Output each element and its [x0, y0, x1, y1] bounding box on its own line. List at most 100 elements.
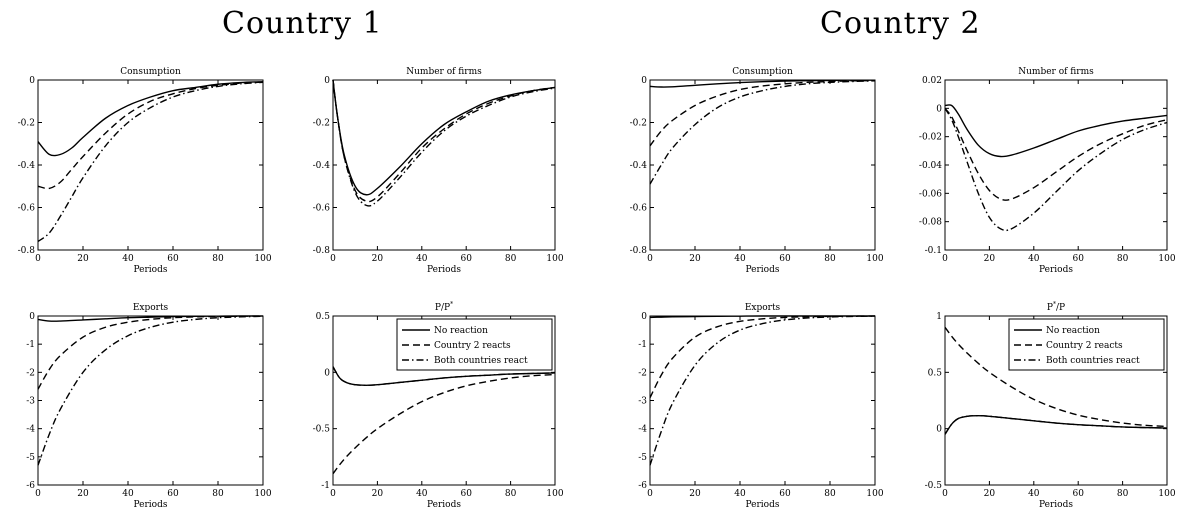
c1-exports-frame — [37, 315, 264, 486]
c1-relprice-ytick-label: -0.5 — [313, 425, 331, 435]
c1-relprice-xtick-label: 0 — [330, 489, 336, 499]
c2-firms-frame — [944, 79, 1168, 251]
c1-relprice-frame — [332, 315, 556, 486]
c1-relprice-series-dashed — [332, 373, 556, 475]
c1-exports-ytick-label: -4 — [26, 425, 35, 435]
c2-firms-ytick-label: -0.1 — [925, 246, 942, 256]
c2-firms-panel: Number of firms Periods 0 20 40 60 80 100 -0.1 -0… — [919, 67, 1176, 275]
c2-relprice-ytick-label: 0 — [936, 425, 942, 435]
c2-relprice-title-superscript: * — [1053, 301, 1056, 308]
c1-consumption-ytick-label: -0.6 — [18, 204, 36, 214]
legend-label-dashed: Country 2 reacts — [434, 341, 511, 351]
c1-consumption-xtick-label: 0 — [35, 254, 41, 264]
c2-consumption-xtick-label: 0 — [647, 254, 653, 264]
c2-firms-ytick-label: -0.08 — [919, 218, 942, 228]
c2-relprice-series-solid — [944, 415, 1168, 435]
c2-firms-xtick-label: 40 — [1028, 254, 1040, 264]
c2-consumption-xtick-label: 100 — [866, 254, 883, 264]
c2-firms-ytick-label: 0 — [936, 104, 942, 114]
c1-consumption-xtick-label: 20 — [77, 254, 89, 264]
c1-exports-xtick-label: 60 — [167, 489, 179, 499]
c2-firms-xtick-label: 60 — [1072, 254, 1084, 264]
c1-consumption-panel: Consumption Periods 0 20 40 60 80 100 -0.8 -0.6 -0… — [18, 67, 272, 275]
c2-relprice-xlabel: Periods — [1039, 500, 1073, 510]
c1-consumption-ytick-label: 0 — [29, 76, 35, 86]
c1-firms-series-solid — [332, 79, 556, 196]
country-1-title: Country 1 — [222, 6, 383, 41]
country-2-title: Country 2 — [820, 6, 981, 41]
c2-exports-ytick-label: -4 — [638, 425, 647, 435]
c2-exports-series-dashed — [649, 315, 876, 398]
c2-relprice-ytick-label: 1 — [936, 312, 942, 322]
c2-exports-ytick-label: -6 — [638, 481, 647, 491]
c2-firms-xtick-label: 20 — [984, 254, 996, 264]
c2-firms-xtick-label: 100 — [1158, 254, 1175, 264]
c2-exports-xlabel: Periods — [746, 500, 780, 510]
c1-relprice-xlabel: Periods — [427, 500, 461, 510]
c1-exports-ytick-label: -2 — [26, 368, 35, 378]
c2-exports-xtick-label: 20 — [689, 489, 701, 499]
c1-firms-panel: Number of firms Periods 0 20 40 60 80 100 -0.8 -0… — [313, 67, 564, 275]
c1-consumption-series-dashed — [37, 81, 264, 190]
c1-exports-title: Exports — [133, 303, 169, 313]
c1-relprice-series-dashdot — [332, 366, 556, 386]
c1-exports-panel: Exports Periods 0 20 40 60 80 100 -6 -5 -4 -3 -2 -1 0 — [26, 303, 272, 510]
c1-firms-series-dashed — [332, 79, 556, 203]
c1-exports-xtick-label: 100 — [254, 489, 271, 499]
c2-consumption-xtick-label: 20 — [689, 254, 701, 264]
c1-firms-ytick-label: 0 — [324, 76, 330, 86]
c1-exports-xtick-label: 80 — [212, 489, 224, 499]
c2-exports-panel: Exports Periods 0 20 40 60 80 100 -6 -5 -4 -3 -2 -1 0 — [638, 303, 884, 510]
c1-consumption-title: Consumption — [120, 67, 181, 77]
c1-firms-xtick-label: 100 — [546, 254, 563, 264]
c1-firms-ytick-label: -0.4 — [313, 161, 331, 171]
c1-relprice-ytick-label: 0 — [324, 368, 330, 378]
c1-relprice-xtick-label: 80 — [505, 489, 517, 499]
c1-consumption-series-dashdot — [37, 81, 264, 243]
c1-firms-ytick-label: -0.2 — [313, 119, 330, 129]
c2-consumption-ytick-label: -0.8 — [630, 246, 648, 256]
c1-relprice-title-superscript: * — [450, 301, 453, 308]
c2-consumption-series-solid — [649, 79, 876, 88]
c1-consumption-xtick-label: 40 — [122, 254, 134, 264]
c2-exports-xtick-label: 40 — [734, 489, 746, 499]
c2-exports-ytick-label: -1 — [638, 340, 647, 350]
c2-exports-ytick-label: -3 — [638, 397, 647, 407]
c1-relprice-xtick-label: 100 — [546, 489, 563, 499]
c2-exports-series-solid — [649, 315, 875, 319]
c2-firms-ytick-label: -0.06 — [919, 189, 942, 199]
c2-consumption-ytick-label: -0.4 — [630, 161, 648, 171]
c2-exports-xtick-label: 0 — [647, 489, 653, 499]
c2-relprice-series-dashed — [944, 326, 1168, 428]
c2-relprice-title: P*/P — [1047, 301, 1065, 313]
c1-exports-xtick-label: 40 — [122, 489, 134, 499]
c1-relprice-xtick-label: 40 — [416, 489, 428, 499]
legend-label-solid: No reaction — [434, 326, 488, 336]
c1-consumption-frame — [37, 79, 264, 251]
c1-exports-series-dashed — [37, 315, 264, 390]
c2-consumption-xtick-label: 40 — [734, 254, 746, 264]
c1-consumption-xtick-label: 80 — [212, 254, 224, 264]
c1-firms-ytick-label: -0.6 — [313, 204, 331, 214]
c1-firms-xtick-label: 60 — [460, 254, 472, 264]
c2-consumption-ytick-label: -0.2 — [630, 119, 647, 129]
c2-consumption-series-dashdot — [649, 80, 876, 185]
c2-consumption-frame — [649, 79, 876, 251]
c2-firms-xtick-label: 0 — [942, 254, 948, 264]
c2-exports-frame — [649, 315, 876, 486]
c1-exports-xtick-label: 0 — [35, 489, 41, 499]
c2-relprice-ytick-label: 0.5 — [928, 368, 943, 378]
c1-relprice-xtick-label: 20 — [372, 489, 384, 499]
c2-firms-title: Number of firms — [1018, 67, 1094, 77]
c1-consumption-ytick-label: -0.4 — [18, 161, 36, 171]
c1-consumption-ytick-label: -0.8 — [18, 246, 36, 256]
c2-consumption-ytick-label: 0 — [641, 76, 647, 86]
c2-exports-ytick-label: 0 — [641, 312, 647, 322]
c1-relprice-legend: No reaction Country 2 reacts Both countrie… — [396, 318, 553, 371]
c1-firms-frame — [332, 79, 556, 251]
c1-consumption-xtick-label: 60 — [167, 254, 179, 264]
c2-consumption-ytick-label: -0.6 — [630, 204, 648, 214]
c2-firms-ytick-label: -0.02 — [919, 133, 942, 143]
c2-firms-ytick-label: 0.02 — [922, 76, 942, 86]
c1-firms-series-dashdot — [332, 79, 556, 207]
